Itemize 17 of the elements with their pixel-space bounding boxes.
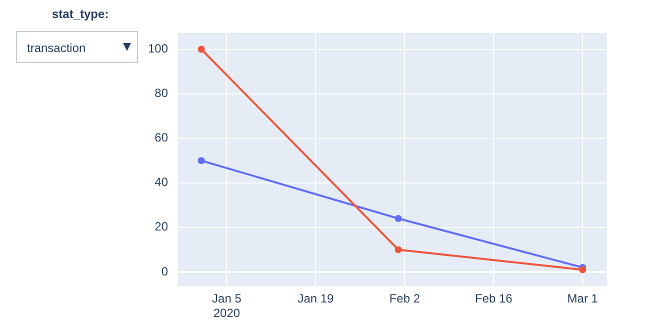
point	[198, 46, 205, 53]
dropdown-field: transaction	[16, 31, 138, 63]
y-tick-label: 60	[154, 130, 168, 145]
x-tick-label: Jan 5 2020	[212, 292, 242, 320]
point	[394, 215, 402, 222]
point	[198, 157, 205, 164]
y-tick-label: 0	[161, 264, 168, 278]
point	[394, 246, 402, 254]
y-tick-label: 80	[154, 86, 168, 100]
text: stat_type:	[52, 7, 109, 21]
y-tick-label: 40	[154, 175, 168, 190]
x-tick-label: Feb 2	[389, 292, 420, 306]
y-tick-label: 100	[148, 42, 168, 56]
y-tick-label: 20	[154, 220, 168, 234]
x-tick-label: Feb 16	[474, 292, 513, 306]
x-tick-label: Jan 19	[298, 292, 334, 306]
x-tick-label: Mar 1	[567, 292, 598, 306]
